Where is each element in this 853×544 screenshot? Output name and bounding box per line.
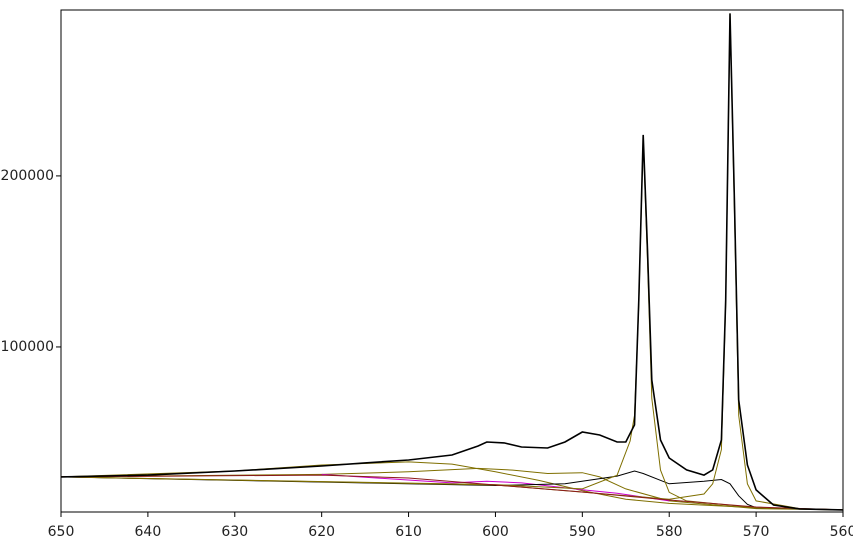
x-tick-label: 630 bbox=[221, 524, 248, 540]
y-tick-label: 100000 bbox=[1, 339, 54, 355]
x-tick-label: 560 bbox=[830, 524, 853, 540]
series-line bbox=[60, 474, 844, 511]
x-tick-label: 570 bbox=[743, 524, 770, 540]
series-line bbox=[60, 467, 844, 511]
x-tick-label: 610 bbox=[395, 524, 422, 540]
series-line bbox=[60, 470, 844, 511]
series-line bbox=[321, 473, 670, 502]
x-tick-label: 620 bbox=[308, 524, 335, 540]
series-line bbox=[60, 13, 844, 511]
x-tick-label: 600 bbox=[482, 524, 509, 540]
x-tick-label: 650 bbox=[48, 524, 75, 540]
x-tick-label: 590 bbox=[569, 524, 596, 540]
y-tick-label: 200000 bbox=[1, 168, 54, 184]
x-tick-label: 580 bbox=[656, 524, 683, 540]
x-tick-label: 640 bbox=[135, 524, 162, 540]
plot-frame bbox=[60, 9, 844, 513]
series-line bbox=[60, 461, 844, 511]
